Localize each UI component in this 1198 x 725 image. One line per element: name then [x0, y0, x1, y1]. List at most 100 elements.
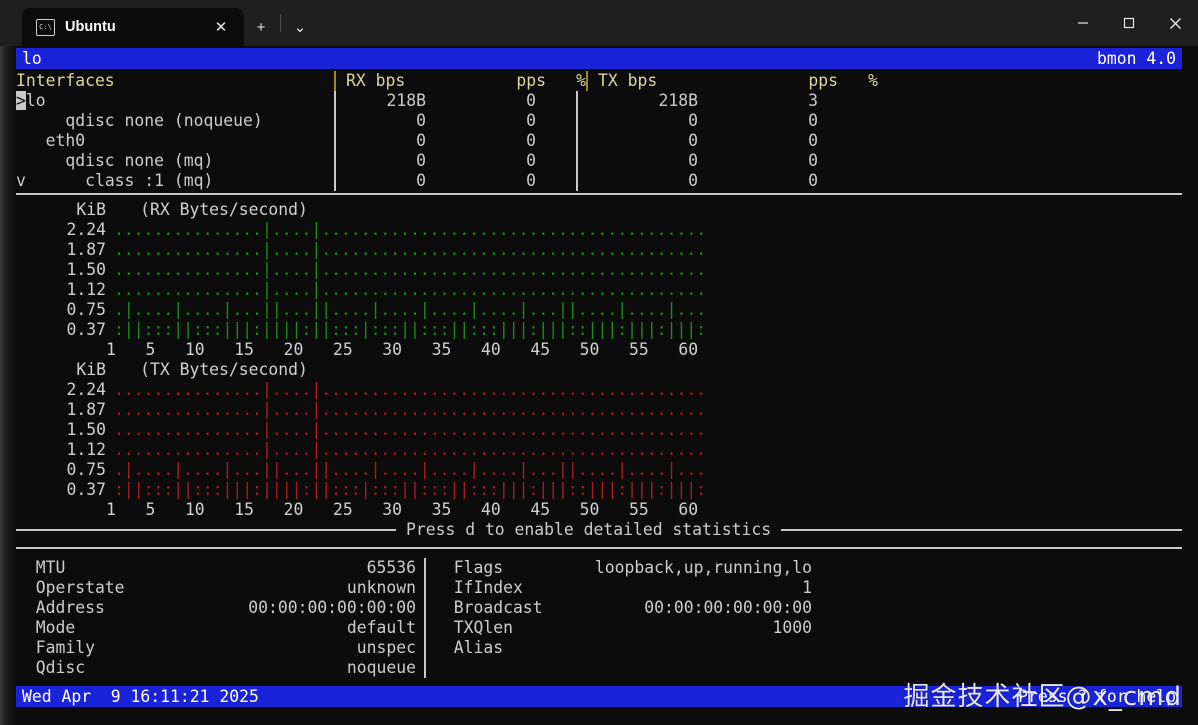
col-header-tx-pps: pps — [808, 71, 838, 90]
info-value-left: 65536 — [366, 558, 416, 577]
interface-name-cell[interactable]: v class :1 (mq) — [16, 171, 334, 191]
interface-name-cell[interactable]: qdisc none (mq) — [16, 151, 334, 171]
info-key-right: IfIndex — [434, 578, 523, 597]
info-key-left: Address — [16, 598, 105, 617]
table-row[interactable]: v class :1 (mq) 0 0 0 0 — [16, 171, 1198, 191]
cell-rx-pps: 0 — [526, 131, 536, 150]
row-divider-2 — [576, 171, 578, 191]
interface-name: lo — [25, 91, 46, 110]
maximize-button[interactable] — [1106, 0, 1152, 46]
tx-graph-plot: 2.24 ...............|....|...............… — [16, 380, 1198, 500]
row-divider-2 — [576, 151, 578, 171]
cell-tx-pps: 0 — [808, 151, 818, 170]
table-row[interactable]: >lo 218B 0 218B 3 — [16, 91, 1198, 111]
chevron-down-icon[interactable]: ⌄ — [293, 19, 307, 36]
col-header-tx-bps: TX bps — [598, 71, 658, 90]
graph-row: 2.24 ...............|....|...............… — [16, 220, 1198, 240]
info-value-right: 1000 — [772, 618, 812, 637]
table-row[interactable]: qdisc none (noqueue) 0 0 0 0 — [16, 111, 1198, 131]
cell-rx-pct — [536, 171, 576, 191]
cell-rx-bps: 218B — [386, 91, 426, 110]
window-controls — [1060, 0, 1198, 46]
graph-bars: ...............|....|...................… — [114, 260, 707, 279]
cell-rx-bps: 0 — [416, 171, 426, 190]
graph-row: 0.37:||:::||:::|||:||||:||:::|:::||:::||… — [16, 320, 1198, 340]
bmon-status-bar: Wed Apr 9 16:11:21 2025 Press ? for help — [16, 686, 1182, 707]
interface-name-cell[interactable]: qdisc none (noqueue) — [16, 111, 334, 131]
row-divider-1 — [334, 151, 336, 171]
info-key-right: Flags — [434, 558, 504, 577]
detailed-stats-hint: Press d to enable detailed statistics — [16, 520, 1182, 540]
cell-tx-bps: 0 — [688, 171, 698, 190]
cell-rx-pps: 0 — [526, 91, 536, 110]
graph-row: 1.87 ...............|....|...............… — [16, 240, 1198, 260]
bmon-selected-interface: lo — [22, 48, 42, 68]
info-column-divider — [416, 578, 434, 598]
cell-tx-pps: 0 — [808, 131, 818, 150]
cell-rx-bps: 0 — [416, 131, 426, 150]
interface-name: qdisc none (noqueue) — [16, 111, 263, 130]
cell-tx-pct — [818, 171, 858, 191]
close-button[interactable] — [1152, 0, 1198, 46]
graph-ytick: 1.87 — [66, 240, 106, 259]
info-value-left: noqueue — [346, 658, 416, 677]
interface-name-cell[interactable]: >lo — [16, 91, 334, 111]
info-value-left: default — [346, 618, 416, 637]
cell-tx-pps: 0 — [808, 111, 818, 130]
terminal-content[interactable]: lo bmon 4.0 Interfaces RX bps pps % TX b… — [0, 46, 1198, 725]
table-body[interactable]: >lo 218B 0 218B 3 qdisc none (noqueue) 0 0 0 0 e… — [16, 91, 1198, 191]
cell-tx-bps: 0 — [688, 111, 698, 130]
bmon-header-bar: lo bmon 4.0 — [16, 48, 1182, 69]
info-key-right — [434, 658, 592, 678]
info-column-divider — [416, 598, 434, 618]
interface-table[interactable]: Interfaces RX bps pps % TX bps pps % >lo… — [16, 71, 1198, 191]
cell-rx-pct — [536, 111, 576, 131]
rx-graph-unit: KiB — [76, 200, 106, 219]
table-row[interactable]: eth0 0 0 0 0 — [16, 131, 1198, 151]
interface-name-cell[interactable]: eth0 — [16, 131, 334, 151]
cell-rx-pps: 0 — [526, 171, 536, 190]
bmon-version: bmon 4.0 — [1097, 48, 1176, 68]
info-rows: MTU 65536 Flags loopback,up,running,lo Ope… — [16, 558, 1198, 678]
graph-row: 0.75 .|....|....|...||...||....|....|....… — [16, 300, 1198, 320]
status-help-hint: Press ? for help — [1018, 686, 1176, 706]
cell-tx-pps: 3 — [808, 91, 818, 110]
cell-tx-pct — [818, 131, 858, 151]
graph-ytick: 1.12 — [66, 280, 106, 299]
graph-ytick: 1.87 — [66, 400, 106, 419]
minimize-button[interactable] — [1060, 0, 1106, 46]
graph-bars: ...............|....|...................… — [114, 240, 707, 259]
toolbar-divider — [280, 14, 281, 32]
graph-ytick: 2.24 — [66, 380, 106, 399]
info-value-right — [592, 658, 812, 678]
cell-tx-pct — [818, 91, 858, 111]
graph-bars: ...............|....|...................… — [114, 280, 707, 299]
graph-bars: .|....|....|...||...||....|....|....|...… — [114, 300, 707, 319]
tx-graph: KiB (TX Bytes/second) 2.24..............… — [16, 360, 1198, 520]
table-row[interactable]: qdisc none (mq) 0 0 0 0 — [16, 151, 1198, 171]
col-divider-2 — [586, 71, 588, 91]
rx-graph-title: (RX Bytes/second) — [140, 200, 308, 219]
graph-bars: ...............|....|...................… — [114, 380, 707, 399]
graph-bars: ...............|....|...................… — [114, 420, 707, 439]
scroll-down-marker-icon[interactable]: v — [16, 171, 26, 190]
row-divider-2 — [576, 111, 578, 131]
cell-tx-pps: 0 — [808, 171, 818, 190]
info-key-left: MTU — [16, 558, 66, 577]
new-tab-button[interactable]: + — [256, 18, 266, 36]
info-value-right: loopback,up,running,lo — [594, 558, 812, 577]
hint-line-left — [16, 529, 396, 531]
graph-ytick: 1.50 — [66, 420, 106, 439]
graph-row: 1.87 ...............|....|...............… — [16, 400, 1198, 420]
close-tab-button[interactable]: ✕ — [214, 19, 228, 36]
col-header-rx-pps: pps — [516, 71, 546, 90]
graph-ytick: 1.12 — [66, 440, 106, 459]
info-top-divider — [16, 547, 1182, 549]
row-divider-1 — [334, 171, 336, 191]
cell-rx-bps: 0 — [416, 111, 426, 130]
graph-ytick: 0.37 — [66, 480, 106, 499]
info-row: Operstate unknown IfIndex 1 — [16, 578, 1198, 598]
tab-ubuntu[interactable]: C:\ Ubuntu ✕ — [22, 8, 244, 46]
graph-ytick: 0.37 — [66, 320, 106, 339]
